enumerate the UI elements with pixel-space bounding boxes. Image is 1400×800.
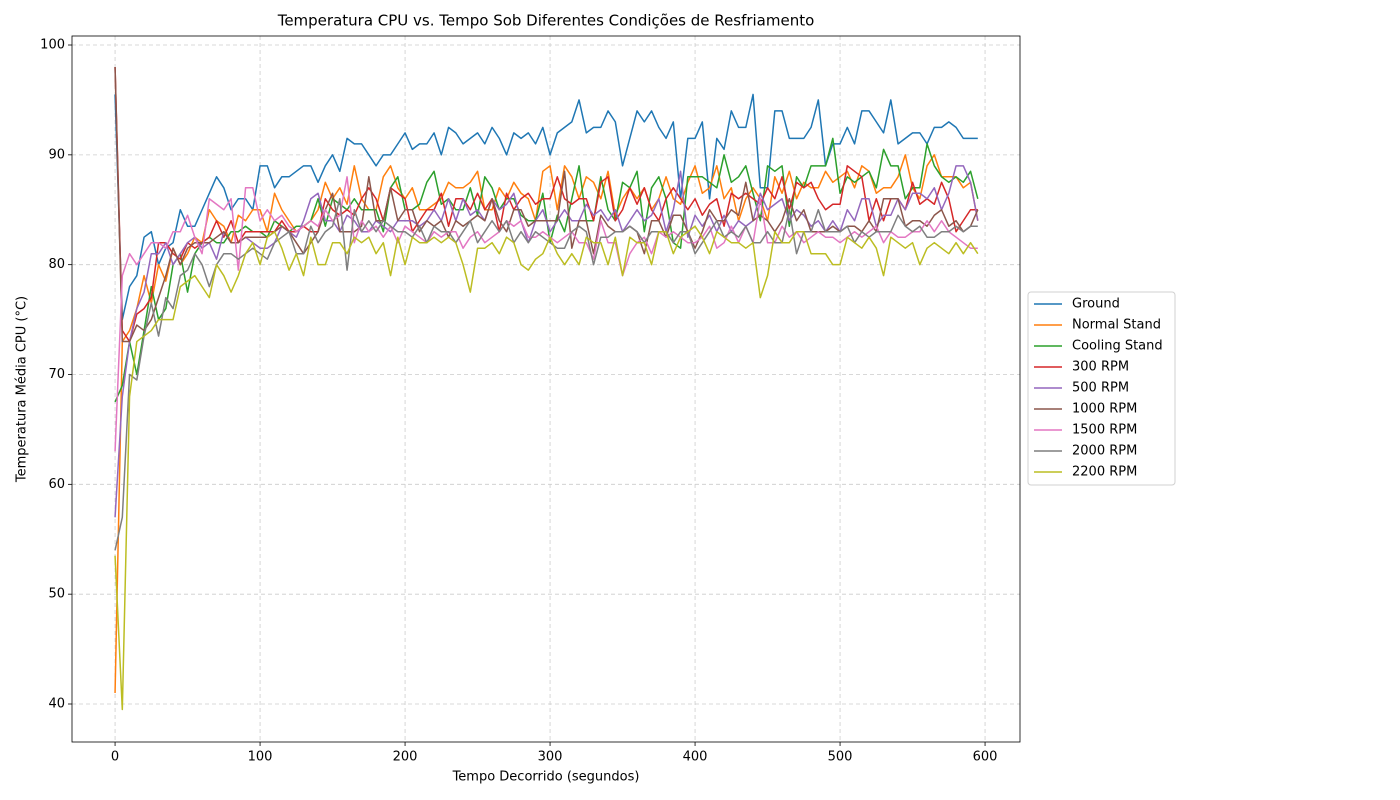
legend-label: 1000 RPM	[1072, 402, 1137, 417]
data-line	[114, 66, 978, 343]
legend-label: 300 RPM	[1072, 360, 1129, 375]
y-tick-label: 60	[48, 477, 65, 492]
legend: Ground Normal Stand Cooling Stand 300 RPM 50…	[1027, 291, 1176, 486]
x-tick-label: 500	[828, 750, 853, 765]
data-line	[114, 225, 979, 711]
y-tick-label: 90	[48, 147, 65, 162]
x-tick-label: 300	[538, 750, 563, 765]
legend-label: 2000 RPM	[1072, 444, 1137, 459]
plot-frame	[71, 35, 1021, 743]
legend-label: 2200 RPM	[1072, 465, 1137, 480]
x-tick-label: 100	[248, 750, 273, 765]
x-tick-label: 0	[111, 750, 119, 765]
data-line	[114, 198, 978, 551]
legend-label: Normal Stand	[1072, 318, 1161, 333]
legend-label: Ground	[1072, 297, 1120, 312]
x-tick-label: 600	[973, 750, 998, 765]
data-line	[114, 165, 979, 518]
x-tick-label: 400	[683, 750, 708, 765]
y-tick-label: 70	[48, 367, 65, 382]
y-tick-label: 80	[48, 257, 65, 272]
x-axis-label: Tempo Decorrido (segundos)	[452, 770, 640, 785]
data-line	[114, 137, 979, 403]
data-line	[114, 176, 978, 452]
legend-label: Cooling Stand	[1072, 339, 1163, 354]
y-tick-label: 50	[48, 587, 65, 602]
legend-label: 1500 RPM	[1072, 423, 1137, 438]
y-tick-label: 100	[40, 38, 65, 53]
x-tick-label: 200	[393, 750, 418, 765]
legend-box	[1027, 291, 1176, 486]
data-line	[114, 154, 979, 694]
data-line	[114, 66, 979, 343]
chart-title: Temperatura CPU vs. Tempo Sob Diferentes…	[277, 12, 815, 30]
y-axis-label: Temperatura Média CPU (°C)	[15, 296, 30, 483]
legend-label: 500 RPM	[1072, 381, 1129, 396]
y-tick-label: 40	[48, 696, 65, 711]
